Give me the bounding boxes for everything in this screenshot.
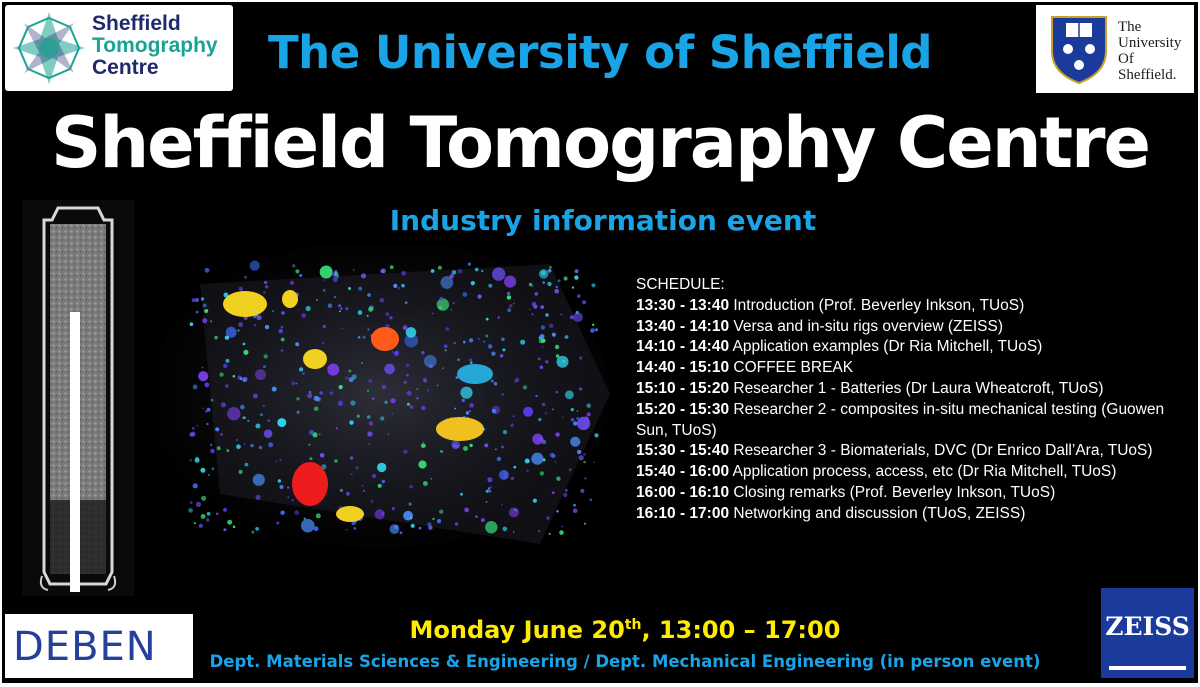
- schedule-text: Application examples (Dr Ria Mitchell, T…: [729, 338, 1043, 356]
- logo-line-3: Centre: [92, 56, 159, 79]
- schedule-time: 15:20 - 15:30: [636, 400, 730, 418]
- tomography-3d-render-image: [160, 244, 610, 549]
- schedule-item: 15:20 - 15:30 Researcher 2 - composites …: [636, 400, 1196, 442]
- page-title: Sheffield Tomography Centre: [50, 102, 1151, 184]
- schedule-item: 15:30 - 15:40 Researcher 3 - Biomaterial…: [636, 441, 1196, 462]
- logo-line-1: Sheffield: [92, 12, 181, 35]
- sheffield-tomography-centre-logo: Sheffield Tomography Centre: [5, 5, 233, 91]
- schedule-text: Application process, access, etc (Dr Ria…: [729, 463, 1117, 481]
- schedule-item: 14:10 - 14:40 Application examples (Dr R…: [636, 337, 1196, 358]
- schedule-text: Researcher 2 - composites in-situ mechan…: [636, 400, 1165, 439]
- schedule-time: 15:30 - 15:40: [636, 442, 730, 460]
- schedule-item: 13:30 - 13:40 Introduction (Prof. Beverl…: [636, 296, 1196, 317]
- date-main: Monday June 20: [409, 616, 625, 644]
- uni-line-2: University: [1118, 35, 1182, 51]
- schedule-time: 14:40 - 15:10: [636, 359, 730, 377]
- schedule-item: 15:40 - 16:00 Application process, acces…: [636, 462, 1196, 483]
- schedule-item: 15:10 - 15:20 Researcher 1 - Batteries (…: [636, 379, 1196, 400]
- uni-line-1: The: [1118, 19, 1142, 35]
- schedule-text: Researcher 3 - Biomaterials, DVC (Dr Enr…: [729, 442, 1153, 460]
- schedule-text: Closing remarks (Prof. Beverley Inkson, …: [729, 483, 1056, 501]
- deben-wordmark: DEBEN: [13, 624, 157, 670]
- schedule-text: Networking and discussion (TUoS, ZEISS): [729, 504, 1026, 522]
- schedule-time: 14:10 - 14:40: [636, 338, 730, 356]
- schedule-list: SCHEDULE: 13:30 - 13:40 Introduction (Pr…: [636, 275, 1196, 525]
- event-date: Monday June 20th, 13:00 – 17:00: [2, 616, 1198, 644]
- date-time: , 13:00 – 17:00: [641, 616, 841, 644]
- schedule-heading: SCHEDULE:: [636, 276, 725, 293]
- zeiss-logo: ZEISS: [1101, 588, 1194, 678]
- zeiss-logo-bar: [1109, 666, 1186, 670]
- schedule-item: 16:00 - 16:10 Closing remarks (Prof. Bev…: [636, 483, 1196, 504]
- university-crest-icon: [1051, 16, 1107, 85]
- centre-logo-text: Sheffield Tomography Centre: [92, 13, 218, 79]
- schedule-text: Versa and in-situ rigs overview (ZEISS): [729, 317, 1003, 335]
- event-subtitle: Industry information event: [389, 204, 817, 237]
- department-line: Dept. Materials Sciences & Engineering /…: [209, 652, 1041, 671]
- schedule-item: 14:40 - 15:10 COFFEE BREAK: [636, 358, 1196, 379]
- university-heading: The University of Sheffield: [267, 26, 933, 79]
- university-of-sheffield-logo: The University Of Sheffield.: [1036, 5, 1194, 93]
- schedule-text: Introduction (Prof. Beverley Inkson, TUo…: [729, 296, 1025, 314]
- schedule-text: COFFEE BREAK: [729, 359, 854, 377]
- schedule-time: 16:10 - 17:00: [636, 504, 730, 522]
- schedule-time: 15:40 - 16:00: [636, 463, 730, 481]
- university-name: The University Of Sheffield.: [1118, 19, 1181, 83]
- deben-logo: DEBEN: [5, 614, 193, 678]
- star-mark-icon: [13, 12, 85, 84]
- schedule-time: 16:00 - 16:10: [636, 483, 730, 501]
- schedule-time: 13:30 - 13:40: [636, 296, 730, 314]
- schedule-item: 16:10 - 17:00 Networking and discussion …: [636, 504, 1196, 525]
- uni-line-4: Sheffield.: [1118, 67, 1177, 83]
- uni-line-3: Of: [1118, 51, 1134, 67]
- logo-line-2: Tomography: [92, 34, 218, 57]
- date-ordinal: th: [624, 617, 642, 633]
- schedule-text: Researcher 1 - Batteries (Dr Laura Wheat…: [729, 379, 1104, 397]
- zeiss-wordmark: ZEISS: [1105, 612, 1190, 641]
- schedule-item: 13:40 - 14:10 Versa and in-situ rigs ove…: [636, 317, 1196, 338]
- schedule-time: 13:40 - 14:10: [636, 317, 730, 335]
- schedule-time: 15:10 - 15:20: [636, 379, 730, 397]
- ct-cross-section-image: [22, 200, 134, 596]
